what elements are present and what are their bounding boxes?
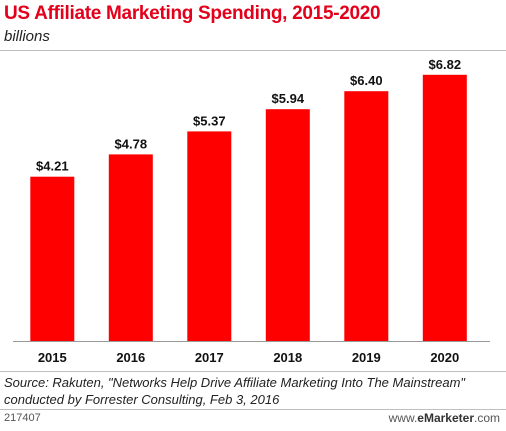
source-note: Source: Rakuten, "Networks Help Drive Af…	[4, 375, 466, 407]
bar-2019	[344, 91, 389, 341]
data-label-2019: $6.40	[350, 73, 383, 88]
bar-2016	[108, 154, 153, 341]
x-tick-2019: 2019	[352, 350, 381, 365]
source-divider	[0, 371, 506, 372]
x-tick-2015: 2015	[38, 350, 67, 365]
data-label-2017: $5.37	[193, 113, 226, 128]
bar-2015	[30, 176, 75, 341]
footer-divider	[0, 409, 506, 410]
brand-prefix: www.	[388, 411, 418, 425]
data-label-2016: $4.78	[115, 136, 148, 151]
data-label-2020: $6.82	[429, 57, 462, 72]
bar-2020	[422, 74, 467, 342]
brand-suffix: .com	[473, 411, 500, 425]
bar-2018	[265, 109, 310, 341]
data-label-2018: $5.94	[272, 91, 305, 106]
brand-name: eMarketer	[417, 411, 474, 425]
data-label-2015: $4.21	[36, 159, 69, 174]
chart-subtitle: billions	[4, 28, 50, 45]
bar-chart: $4.21 2015 $4.78 2016 $5.37 2017 $5.94 2018 $6.4…	[13, 57, 490, 365]
x-tick-2016: 2016	[116, 350, 145, 365]
bar-2017	[187, 131, 232, 341]
chart-title: US Affiliate Marketing Spending, 2015-20…	[4, 3, 381, 24]
chart-id: 217407	[4, 412, 41, 424]
x-tick-2018: 2018	[273, 350, 302, 365]
top-divider	[0, 50, 506, 51]
brand-credit[interactable]: www.eMarketer.com	[389, 411, 500, 425]
x-tick-2020: 2020	[430, 350, 459, 365]
x-tick-2017: 2017	[195, 350, 224, 365]
